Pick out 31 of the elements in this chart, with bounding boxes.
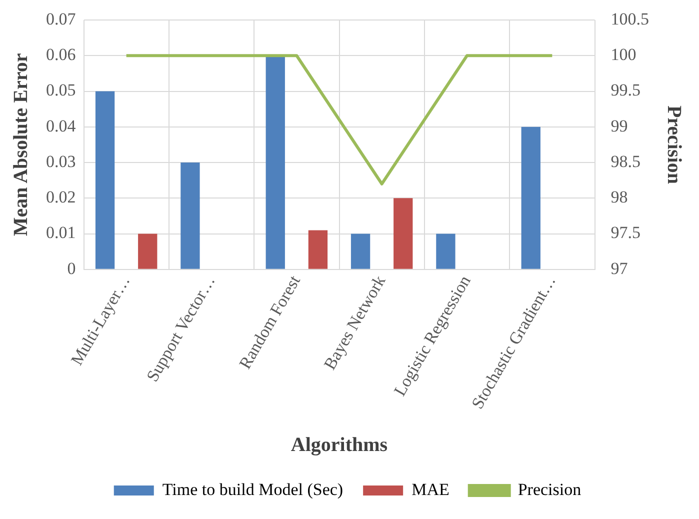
y2-tick-label: 100.5 [610,9,649,28]
bar [350,234,370,269]
y-tick-label: 0 [67,258,76,278]
bar [138,234,158,269]
bar [308,230,328,269]
y2-tick-label: 99.5 [610,80,640,100]
legend-label: MAE [412,480,450,499]
bar [521,126,540,269]
bar [266,56,285,269]
y-tick-label: 0.02 [46,188,76,207]
y-tick-label: 0.05 [46,80,76,100]
x-axis-title: Algorithms [290,434,388,456]
y2-axis-title: Precision [662,105,685,184]
bar [95,91,115,269]
y-tick-label: 0.06 [46,45,76,64]
y2-tick-label: 98.5 [610,152,640,171]
y2-tick-label: 97 [610,258,628,278]
legend-label: Precision [518,480,582,499]
bar [436,234,456,269]
y2-tick-label: 98 [610,188,628,207]
y2-tick-label: 97.5 [610,223,640,242]
legend-label: Time to build Model (Sec) [162,480,344,499]
y2-tick-label: 99 [610,116,628,136]
y-tick-label: 0.07 [46,9,76,28]
y2-tick-label: 100 [610,45,636,64]
y-tick-label: 0.04 [46,116,76,136]
y-tick-label: 0.03 [46,152,76,171]
y-axis-title: Mean Absolute Error [10,53,32,236]
y-tick-label: 0.01 [46,223,76,242]
bar [394,198,413,269]
bar [180,162,200,269]
